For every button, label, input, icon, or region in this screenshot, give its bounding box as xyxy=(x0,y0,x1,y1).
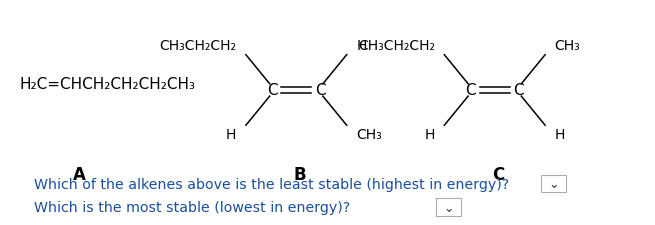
Text: Which of the alkenes above is the least stable (highest in energy)?: Which of the alkenes above is the least … xyxy=(33,177,509,191)
FancyBboxPatch shape xyxy=(436,198,461,216)
Text: C: C xyxy=(514,83,524,98)
Text: CH₃CH₂CH₂: CH₃CH₂CH₂ xyxy=(358,39,435,53)
FancyBboxPatch shape xyxy=(541,175,566,193)
Text: C: C xyxy=(315,83,326,98)
Text: Which is the most stable (lowest in energy)?: Which is the most stable (lowest in ener… xyxy=(33,200,350,214)
Text: H: H xyxy=(226,128,236,142)
Text: CH₃: CH₃ xyxy=(555,39,580,53)
Text: CH₃CH₂CH₂: CH₃CH₂CH₂ xyxy=(159,39,236,53)
Text: ⌄: ⌄ xyxy=(443,201,454,214)
Text: H: H xyxy=(424,128,435,142)
Text: ⌄: ⌄ xyxy=(548,177,559,190)
Text: CH₃: CH₃ xyxy=(356,128,382,142)
Text: B: B xyxy=(293,165,306,183)
Text: H: H xyxy=(555,128,565,142)
Text: C: C xyxy=(267,83,278,98)
Text: A: A xyxy=(73,165,85,183)
Text: C: C xyxy=(466,83,476,98)
Text: H₂C=CHCH₂CH₂CH₂CH₃: H₂C=CHCH₂CH₂CH₂CH₃ xyxy=(19,76,195,91)
Text: H: H xyxy=(356,39,367,53)
Text: C: C xyxy=(492,165,504,183)
